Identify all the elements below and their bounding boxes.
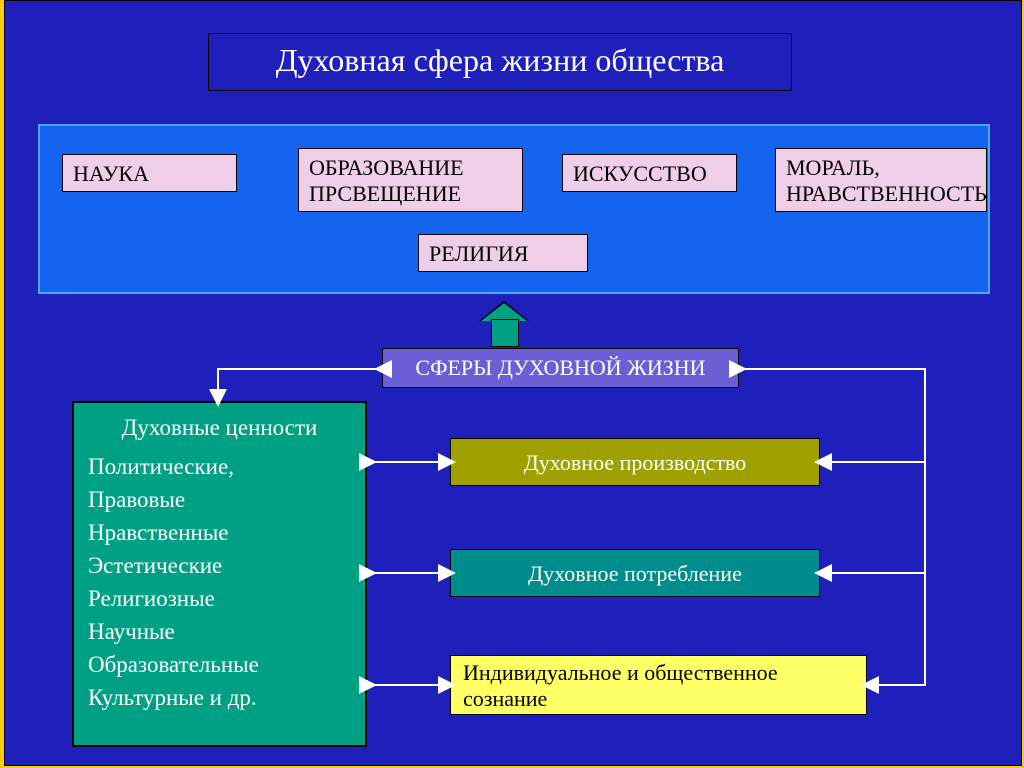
category-morality: МОРАЛЬ, НРАВСТВЕННОСТЬ (775, 148, 987, 212)
production-box: Духовное производство (450, 438, 820, 486)
values-item: Правовые (88, 483, 351, 516)
values-item: Культурные и др. (88, 681, 351, 714)
values-box: Духовные ценности Политические, Правовые… (72, 401, 367, 747)
values-item: Нравственные (88, 516, 351, 549)
values-heading: Духовные ценности (88, 411, 351, 444)
category-education: ОБРАЗОВАНИЕ ПРСВЕЩЕНИЕ (298, 148, 523, 212)
categories-panel: НАУКА ОБРАЗОВАНИЕ ПРСВЕЩЕНИЕ ИСКУССТВО М… (38, 124, 990, 294)
values-item: Политические, (88, 450, 351, 483)
consciousness-box: Индивидуальное и общественное сознание (450, 655, 867, 715)
slide: Духовная сфера жизни общества НАУКА ОБРА… (4, 0, 1022, 766)
values-item: Религиозные (88, 582, 351, 615)
category-art: ИСКУССТВО (562, 154, 737, 192)
values-item: Эстетические (88, 549, 351, 582)
up-arrow-icon (479, 301, 529, 345)
spheres-box: СФЕРЫ ДУХОВНОЙ ЖИЗНИ (382, 348, 739, 388)
consumption-box: Духовное потребление (450, 549, 820, 597)
values-item: Образовательные (88, 648, 351, 681)
category-religion: РЕЛИГИЯ (418, 234, 588, 272)
category-science: НАУКА (62, 154, 237, 192)
values-item: Научные (88, 615, 351, 648)
slide-title: Духовная сфера жизни общества (208, 33, 792, 91)
